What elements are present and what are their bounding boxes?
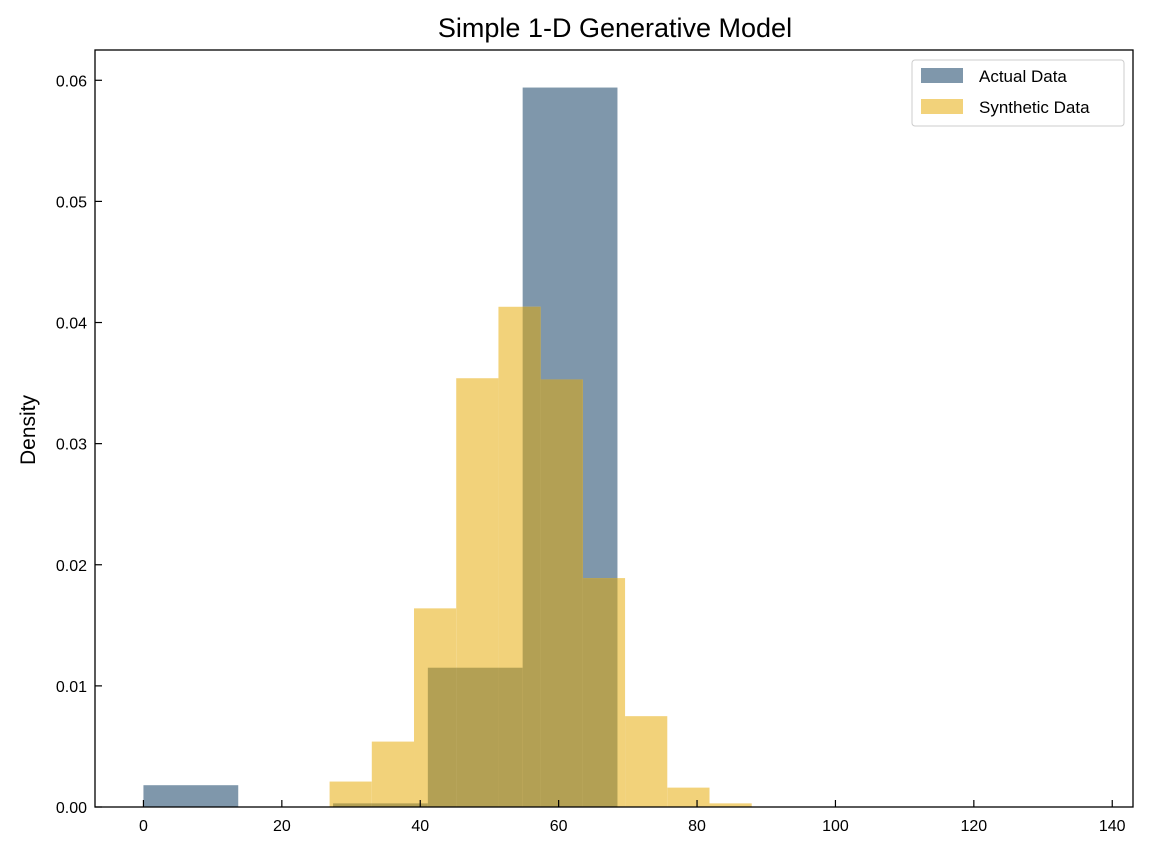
overlap-bar [371, 803, 415, 807]
chart-title: Simple 1-D Generative Model [438, 13, 792, 43]
x-tick-label: 80 [688, 818, 706, 835]
overlap-bar [333, 803, 372, 807]
legend-label-synthetic-data: Synthetic Data [979, 98, 1090, 117]
overlap-bar [427, 667, 457, 807]
x-axis-ticks: 0 20 40 60 80 100 120 140 [139, 800, 1126, 835]
y-tick-label: 0.04 [56, 316, 87, 333]
y-axis-ticks: 0.00 0.01 0.02 0.03 0.04 0.05 0.06 [56, 73, 102, 817]
x-tick-label: 40 [411, 818, 429, 835]
overlap-bar [522, 306, 541, 807]
x-tick-label: 140 [1099, 818, 1126, 835]
synthetic-data-bar [667, 787, 710, 807]
legend: Actual Data Synthetic Data [911, 59, 1125, 127]
legend-swatch-actual-data [921, 68, 963, 83]
x-tick-label: 20 [273, 818, 291, 835]
legend-box [911, 59, 1125, 127]
synthetic-data-bar [329, 781, 372, 807]
x-tick-label: 100 [822, 818, 849, 835]
y-axis-label: Density [17, 394, 40, 465]
y-tick-label: 0.06 [56, 73, 87, 90]
legend-swatch-synthetic-data [921, 99, 963, 114]
overlap-bar [456, 667, 499, 807]
actual-data-bar [143, 785, 239, 807]
x-tick-label: 120 [960, 818, 987, 835]
overlap-bar [414, 803, 428, 807]
y-tick-label: 0.03 [56, 437, 87, 454]
legend-label-actual-data: Actual Data [979, 67, 1067, 86]
y-tick-label: 0.01 [56, 679, 87, 696]
x-tick-label: 0 [139, 818, 148, 835]
synthetic-data-bar [625, 716, 668, 807]
overlap-bars [333, 306, 618, 807]
y-tick-label: 0.05 [56, 194, 87, 211]
overlap-bar [498, 667, 523, 807]
y-tick-label: 0.00 [56, 800, 87, 817]
overlap-bar [582, 578, 618, 807]
synthetic-data-bar [371, 741, 415, 807]
plot-frame [94, 49, 1134, 808]
synthetic-data-bar [709, 803, 752, 807]
x-tick-label: 60 [550, 818, 568, 835]
overlap-bar [540, 379, 583, 807]
y-tick-label: 0.02 [56, 558, 87, 575]
